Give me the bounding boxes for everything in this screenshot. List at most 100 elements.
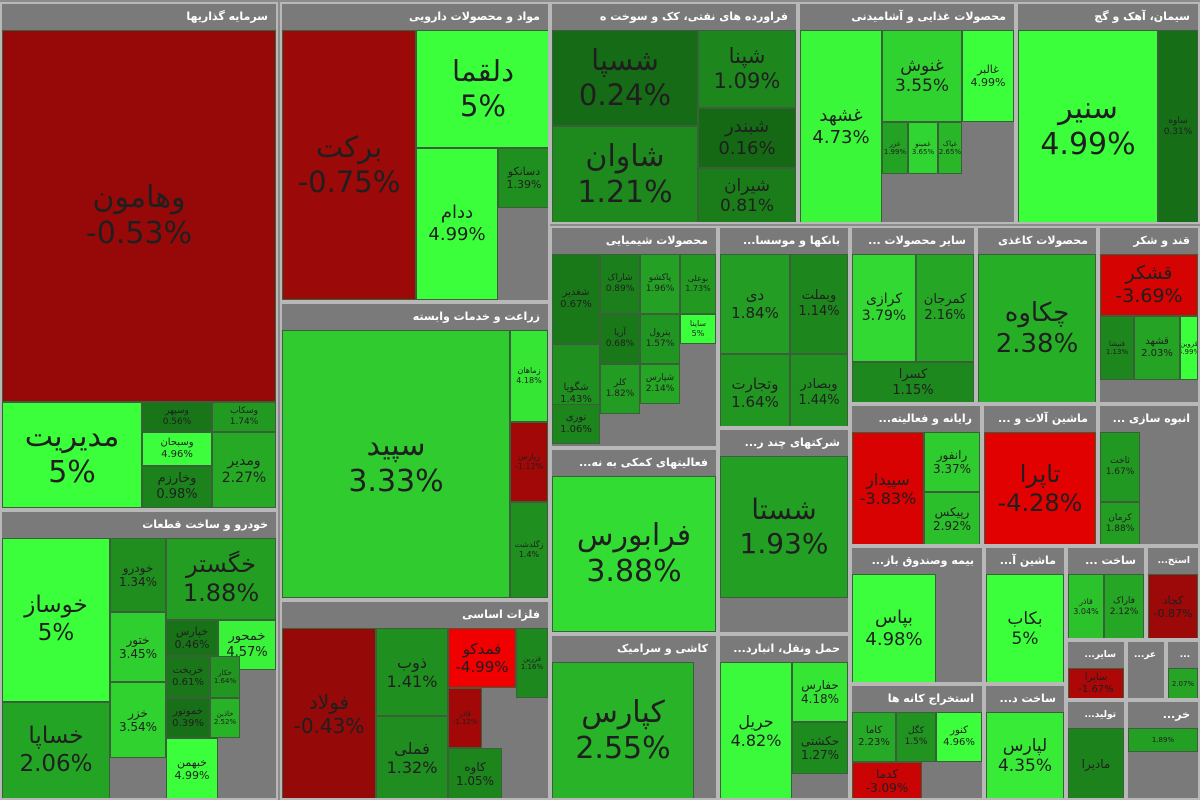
tile-24-0[interactable]: کاما 2.23% [852, 712, 896, 762]
tile-17-6[interactable]: کاوه 1.05% [448, 748, 502, 798]
tile-10-1[interactable]: زماهان 4.18% [510, 330, 548, 422]
tile-19-1[interactable]: حفارس 4.18% [792, 662, 848, 722]
tile-16-2[interactable]: خگستر 1.88% [166, 538, 276, 620]
tile-9-0[interactable]: قشکر -3.69% [1100, 254, 1198, 316]
tile-16-9[interactable]: خکار 1.64% [210, 656, 240, 698]
tile-0-2[interactable]: وسپهر 0.56% [142, 402, 212, 432]
tile-0-3[interactable]: وسکاب 1.74% [212, 402, 276, 432]
tile-26-0[interactable]: سایرا -1.67% [1068, 668, 1124, 698]
tile-4-1[interactable]: ساوه 0.31% [1158, 30, 1198, 222]
tile-25-0[interactable]: لپارس 4.35% [986, 712, 1064, 798]
tile-22-1[interactable]: فاراک 2.12% [1104, 574, 1144, 638]
tile-3-4[interactable]: غمینو 3.65% [908, 122, 938, 174]
tile-17-5[interactable]: فاذر -1.12% [448, 688, 482, 748]
tile-5-3[interactable]: بوعلی 1.73% [680, 254, 716, 314]
tile-16-3[interactable]: خساپا 2.06% [2, 702, 110, 798]
tile-9-3[interactable]: قزوین4.99% [1180, 316, 1198, 380]
tile-17-1[interactable]: ذوب 1.41% [376, 628, 448, 716]
tile-change: 1.27% [800, 748, 840, 762]
tile-5-4[interactable]: آریا 0.68% [600, 314, 640, 364]
tile-7-0[interactable]: کرازی 3.79% [852, 254, 916, 362]
tile-6-2[interactable]: وتجارت 1.64% [720, 354, 790, 426]
tile-19-0[interactable]: حریل 4.82% [720, 662, 792, 798]
tile-15-0[interactable]: ثاخت 1.67% [1100, 432, 1140, 502]
tile-6-0[interactable]: دی 1.84% [720, 254, 790, 354]
tile-5-6[interactable]: ساینا 5% [680, 314, 716, 344]
tile-3-0[interactable]: غشهد 4.73% [800, 30, 882, 222]
tile-3-2[interactable]: غالبر 4.99% [962, 30, 1014, 122]
tile-3-3[interactable]: غزر 1.99% [882, 122, 908, 174]
tile-16-1[interactable]: خودرو 1.34% [110, 538, 166, 612]
tile-29-0[interactable]: مادیرا [1068, 728, 1124, 798]
tile-14-0[interactable]: تاپرا -4.28% [984, 432, 1096, 544]
tile-2-4[interactable]: شیران 0.81% [698, 168, 796, 222]
tile-6-3[interactable]: وبصادر 1.44% [790, 354, 848, 426]
tile-0-5[interactable]: وخارزم 0.98% [142, 466, 212, 508]
tile-15-1[interactable]: کرمان 1.88% [1100, 502, 1140, 544]
tile-0-4[interactable]: وسبحان 4.96% [142, 432, 212, 466]
tile-2-3[interactable]: شاوان 1.21% [552, 126, 698, 222]
tile-13-0[interactable]: سپیدار -3.83% [852, 432, 924, 544]
tile-5-2[interactable]: پاکشو 1.96% [640, 254, 680, 314]
tile-16-11[interactable]: خاذین 2.52% [210, 698, 240, 738]
tile-19-2[interactable]: حکشتی 1.27% [792, 722, 848, 774]
tile-16-10[interactable]: خموتور 0.39% [166, 698, 210, 738]
tile-17-4[interactable]: فزرین 1.16% [516, 628, 548, 698]
tile-change: 0.39% [172, 718, 204, 729]
tile-10-0[interactable]: سپید 3.33% [282, 330, 510, 598]
tile-2-1[interactable]: شپنا 1.09% [698, 30, 796, 108]
tile-1-3[interactable]: دسانکو 1.39% [498, 148, 548, 208]
tile-2-0[interactable]: شسپا 0.24% [552, 30, 698, 126]
tile-1-2[interactable]: ددام 4.99% [416, 148, 498, 300]
tile-16-4[interactable]: ختور 3.45% [110, 612, 166, 682]
tile-16-0[interactable]: خوساز 5% [2, 538, 110, 702]
tile-9-1[interactable]: قشهد 2.03% [1134, 316, 1180, 380]
tile-5-9[interactable]: شپارس 2.14% [640, 364, 680, 404]
tile-17-0[interactable]: فولاد -0.43% [282, 628, 376, 798]
tile-30-0[interactable]: 1.89% [1128, 728, 1198, 752]
tile-17-3[interactable]: فمدکو -4.99% [448, 628, 516, 688]
tile-5-5[interactable]: پترول 1.57% [640, 314, 680, 364]
tile-0-1[interactable]: مدیریت 5% [2, 402, 142, 508]
tile-5-1[interactable]: شاراک 0.89% [600, 254, 640, 314]
tile-11-0[interactable]: فرابورس 3.88% [552, 476, 716, 632]
tile-21-0[interactable]: بکاب 5% [986, 574, 1064, 682]
tile-1-1[interactable]: دلقما 5% [416, 30, 548, 148]
tile-4-0[interactable]: سنیر 4.99% [1018, 30, 1158, 222]
tile-16-12[interactable]: خبهمن 4.99% [166, 738, 218, 798]
tile-8-0[interactable]: چکاوه 2.38% [978, 254, 1096, 402]
tile-5-0[interactable]: شغدیر 0.67% [552, 254, 600, 344]
tile-6-1[interactable]: وبملت 1.14% [790, 254, 848, 354]
tile-9-2[interactable]: قنیشا 1.13% [1100, 316, 1134, 380]
tile-5-10[interactable]: نوری 1.06% [552, 404, 600, 444]
tile-16-8[interactable]: خریخت 0.61% [166, 656, 210, 698]
tile-20-0[interactable]: بپاس 4.98% [852, 574, 936, 682]
tile-13-1[interactable]: رانفور 3.37% [924, 432, 980, 492]
tile-28-0[interactable]: 2.07% [1168, 668, 1198, 698]
tile-symbol: تاپرا [1019, 460, 1061, 489]
tile-24-2[interactable]: کنور 4.96% [936, 712, 982, 762]
tile-13-2[interactable]: رپیکس 2.92% [924, 492, 980, 544]
tile-10-2[interactable]: زپارس -1.12% [510, 422, 548, 502]
tile-16-7[interactable]: خپارس 0.46% [166, 620, 218, 656]
tile-3-1[interactable]: غنوش 3.55% [882, 30, 962, 122]
tile-1-0[interactable]: برکت -0.75% [282, 30, 416, 300]
tile-0-0[interactable]: وهامون -0.53% [2, 30, 276, 402]
tile-12-0[interactable]: شستا 1.93% [720, 456, 848, 598]
tile-18-0[interactable]: کپارس 2.55% [552, 662, 694, 798]
tile-2-2[interactable]: شبندر 0.16% [698, 108, 796, 168]
tile-16-5[interactable]: خزر 3.54% [110, 682, 166, 758]
tile-24-1[interactable]: کگل 1.5% [896, 712, 936, 762]
tile-3-5[interactable]: غپاک 2.65% [938, 122, 962, 174]
tile-10-3[interactable]: زگلدشت 1.4% [510, 502, 548, 598]
tile-5-8[interactable]: کلر 1.82% [600, 364, 640, 414]
tile-17-2[interactable]: فملی 1.32% [376, 716, 448, 798]
tile-change: 4.35% [997, 756, 1052, 776]
tile-change: -0.53% [85, 216, 193, 251]
tile-7-2[interactable]: کسرا 1.15% [852, 362, 974, 402]
tile-0-6[interactable]: ومدیر 2.27% [212, 432, 276, 508]
tile-7-1[interactable]: کمرجان 2.16% [916, 254, 974, 362]
tile-23-0[interactable]: کچاد -0.87% [1148, 574, 1198, 638]
tile-24-3[interactable]: کدما -3.09% [852, 762, 922, 798]
tile-22-0[interactable]: قاذر 3.04% [1068, 574, 1104, 638]
